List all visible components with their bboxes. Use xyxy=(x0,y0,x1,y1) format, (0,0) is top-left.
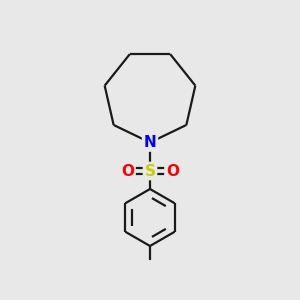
Text: S: S xyxy=(145,164,155,178)
Text: O: O xyxy=(121,164,134,178)
Text: N: N xyxy=(144,135,156,150)
Text: O: O xyxy=(166,164,179,178)
